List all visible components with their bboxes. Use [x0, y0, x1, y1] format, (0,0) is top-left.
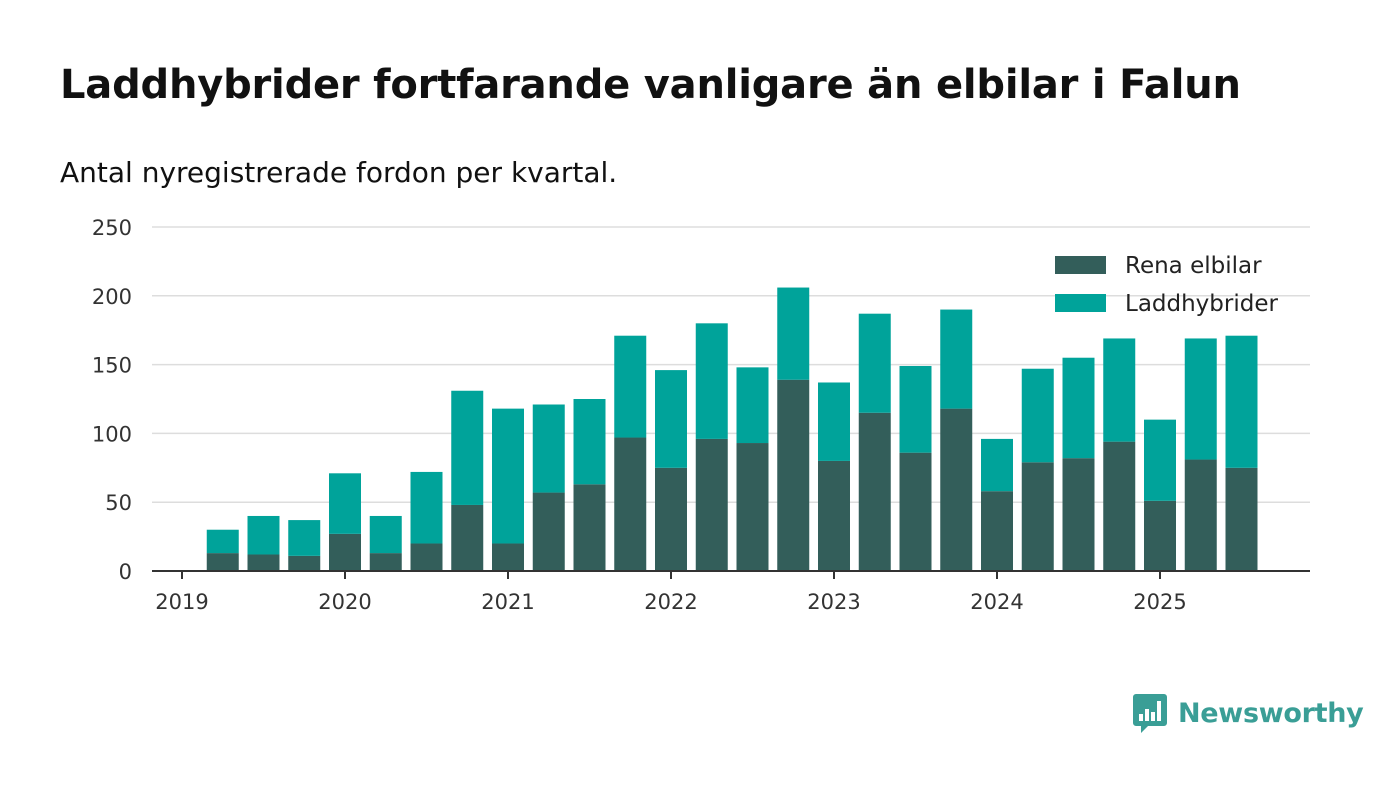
bar-laddhybrider [1062, 357, 1095, 459]
newsworthy-logo-icon [1133, 694, 1167, 733]
bar-laddhybrider [329, 473, 361, 534]
bar-rena-elbilar [818, 460, 850, 571]
bar-laddhybrider [410, 471, 443, 544]
x-tick-label: 2021 [481, 590, 534, 614]
bar-laddhybrider [940, 309, 973, 409]
bar-laddhybrider [492, 408, 524, 544]
bar-laddhybrider [899, 365, 932, 453]
legend: Rena elbilar Laddhybrider [1055, 253, 1278, 317]
chart-title: Laddhybrider fortfarande vanligare än el… [60, 62, 1241, 108]
bar-rena-elbilar [695, 438, 728, 571]
x-tick-label: 2022 [644, 590, 697, 614]
bar-laddhybrider [1021, 368, 1054, 463]
bar-laddhybrider [777, 287, 810, 380]
bar-laddhybrider [1103, 338, 1136, 442]
bar-rena-elbilar [532, 492, 565, 571]
x-tick-label: 2020 [318, 590, 371, 614]
bar-rena-elbilar [247, 554, 280, 571]
bar-rena-elbilar [492, 543, 524, 571]
bars [206, 287, 1258, 571]
y-tick-label: 50 [105, 491, 132, 515]
x-axis-ticks: 2019 2020 2021 2022 2023 2024 2025 [155, 571, 1187, 614]
bar-laddhybrider [818, 382, 850, 461]
y-tick-label: 250 [92, 216, 132, 240]
bar-rena-elbilar [899, 452, 932, 571]
bar-rena-elbilar [940, 408, 973, 571]
bar-rena-elbilar [288, 555, 321, 571]
bar-rena-elbilar [655, 467, 687, 571]
x-tick-label: 2025 [1133, 590, 1186, 614]
newsworthy-logo: Newsworthy [1132, 692, 1364, 734]
bar-rena-elbilar [1103, 441, 1136, 571]
bar-rena-elbilar [410, 543, 443, 571]
bar-rena-elbilar [369, 553, 402, 571]
chart-subtitle: Antal nyregistrerade fordon per kvartal. [60, 156, 618, 189]
bar-laddhybrider [736, 367, 769, 444]
bar-laddhybrider [247, 515, 280, 555]
bar-laddhybrider [1184, 338, 1217, 460]
y-tick-label: 0 [119, 560, 132, 584]
bar-rena-elbilar [614, 437, 647, 571]
bar-laddhybrider [614, 335, 647, 438]
bar-laddhybrider [655, 370, 687, 468]
y-tick-label: 100 [92, 422, 132, 446]
bar-rena-elbilar [1144, 500, 1176, 571]
x-tick-label: 2024 [970, 590, 1023, 614]
legend-swatch [1055, 294, 1106, 312]
bar-laddhybrider [369, 515, 402, 554]
bar-laddhybrider [451, 390, 484, 505]
bar-rena-elbilar [1062, 458, 1095, 571]
bar-laddhybrider [981, 438, 1013, 492]
y-tick-label: 150 [92, 354, 132, 378]
bar-rena-elbilar [451, 504, 484, 571]
legend-label: Rena elbilar [1125, 253, 1262, 279]
legend-label: Laddhybrider [1125, 291, 1278, 317]
bar-rena-elbilar [329, 533, 361, 571]
bar-laddhybrider [288, 520, 321, 556]
bar-laddhybrider [206, 529, 239, 554]
newsworthy-logo-text: Newsworthy [1178, 697, 1364, 729]
bar-laddhybrider [573, 399, 606, 485]
bar-rena-elbilar [858, 412, 891, 571]
x-tick-label: 2023 [807, 590, 860, 614]
bar-rena-elbilar [1021, 462, 1054, 571]
bar-laddhybrider [858, 313, 891, 413]
bar-rena-elbilar [206, 553, 239, 571]
bar-rena-elbilar [981, 491, 1013, 571]
bar-laddhybrider [1225, 335, 1258, 468]
bar-laddhybrider [1144, 419, 1176, 501]
y-tick-label: 200 [92, 285, 132, 309]
bar-rena-elbilar [777, 379, 810, 571]
x-tick-label: 2019 [155, 590, 208, 614]
bar-laddhybrider [532, 404, 565, 493]
bar-laddhybrider [695, 323, 728, 439]
bar-rena-elbilar [1184, 459, 1217, 571]
bar-rena-elbilar [573, 484, 606, 571]
bar-rena-elbilar [1225, 467, 1258, 571]
legend-swatch [1055, 256, 1106, 274]
bar-rena-elbilar [736, 443, 769, 571]
y-axis-labels: 0 50 100 150 200 250 [92, 216, 132, 584]
